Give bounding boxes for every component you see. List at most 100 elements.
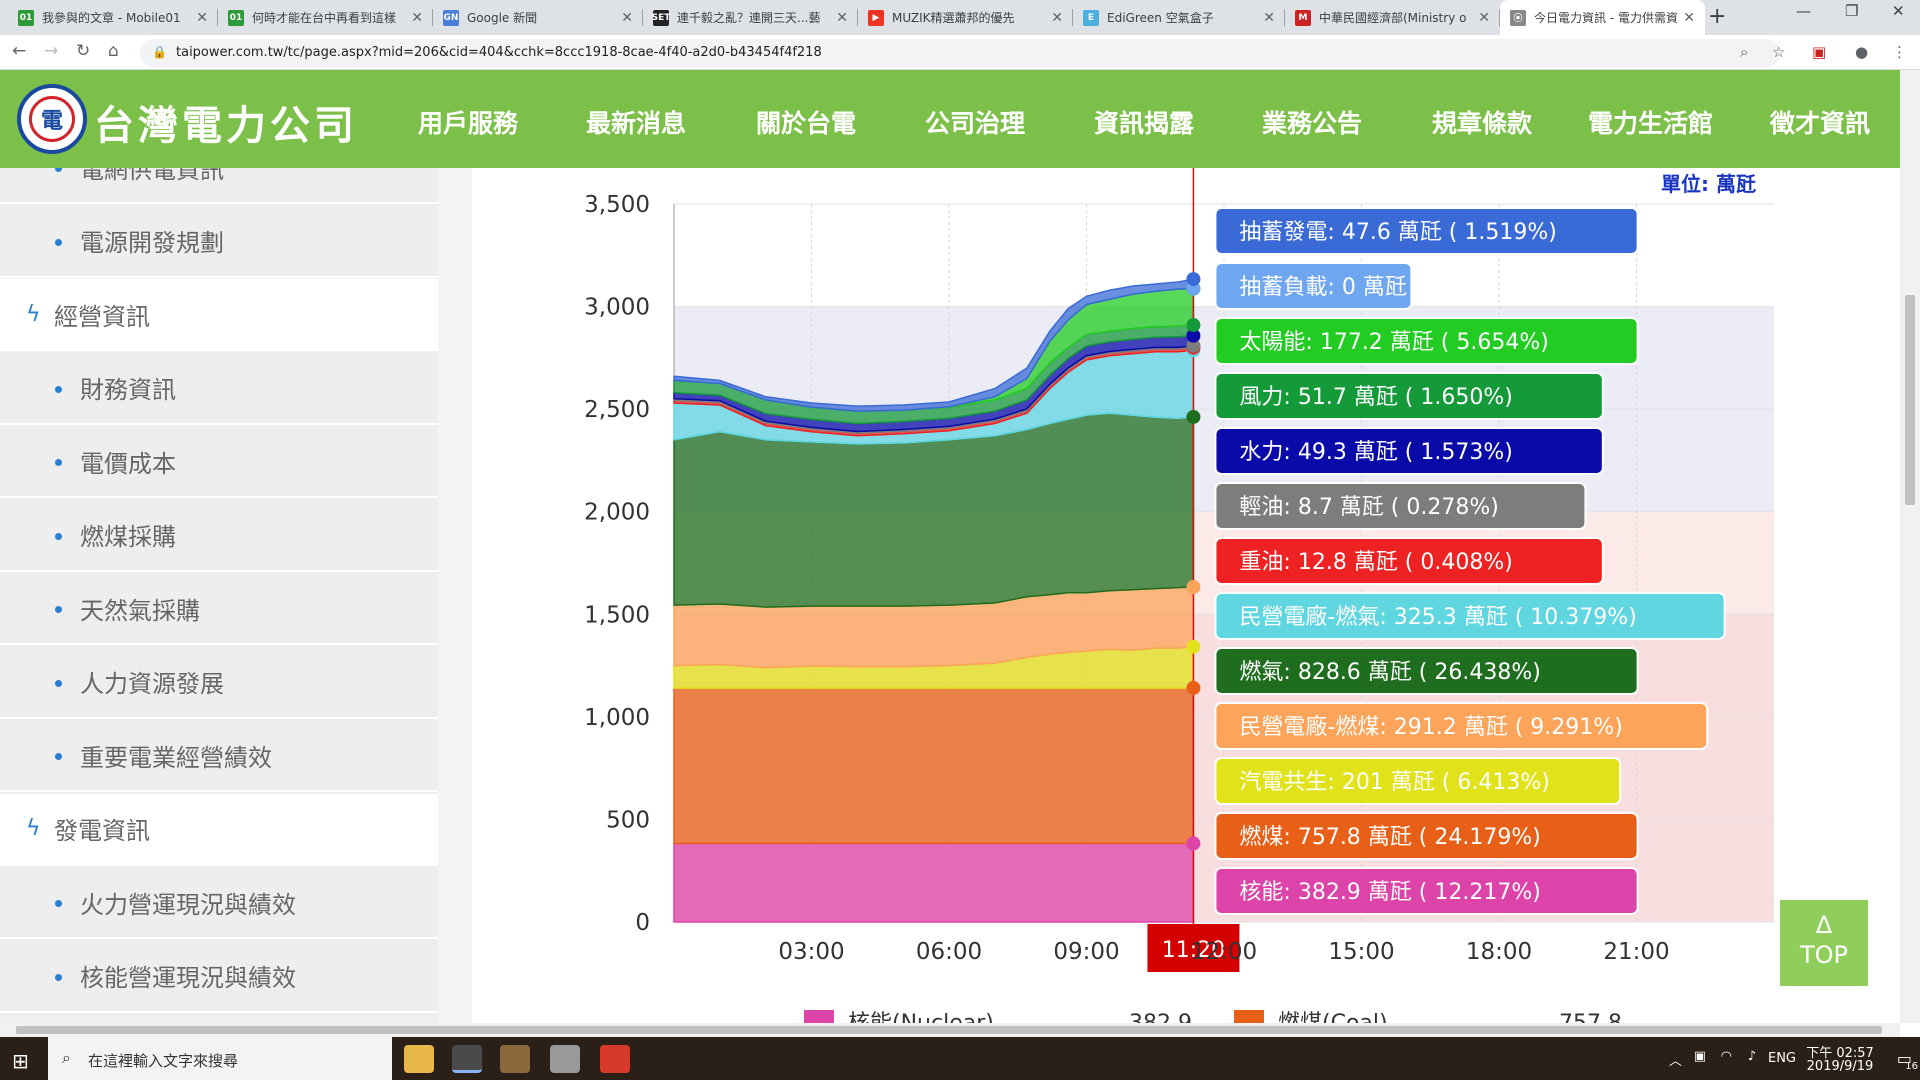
series-tooltip — [1214, 647, 1639, 695]
reload-icon[interactable]: ↻ — [76, 41, 91, 61]
windows-start-icon[interactable]: ⊞ — [12, 1049, 29, 1073]
y-tick-label: 3,500 — [584, 192, 650, 218]
new-tab-icon[interactable]: + — [1708, 4, 1727, 29]
windows-taskbar: ⊞ ⌕ 在這裡輸入文字來搜尋 ︿ ▣ ◠ ♪ ENG 下午 02:57 2019… — [0, 1037, 1920, 1080]
file-explorer-icon[interactable] — [404, 1045, 434, 1073]
tab-close-icon[interactable]: ✕ — [1263, 9, 1275, 26]
browser-tab[interactable]: SET 連千毅之亂？連開三天...藝 ✕ — [643, 0, 858, 35]
sidebar-item[interactable]: 核能營運現況與績效 — [0, 941, 438, 1013]
tab-title: Google 新聞 — [467, 11, 538, 25]
network-icon[interactable]: ◠ — [1720, 1049, 1732, 1064]
cursor-point[interactable] — [1186, 281, 1201, 296]
nav-item[interactable]: 最新消息 — [586, 109, 687, 138]
browser-tab[interactable]: 01 何時才能在台中再看到這樣 ✕ — [218, 0, 433, 35]
sidebar-item[interactable]: 火力營運現況與績效 — [0, 867, 438, 939]
sidebar-item[interactable]: 燃煤採購 — [0, 500, 438, 572]
area-series-4[interactable] — [673, 412, 1195, 608]
cursor-point[interactable] — [1186, 328, 1201, 343]
logo-text[interactable]: 台灣電力公司 — [94, 102, 358, 149]
sidebar-item[interactable]: 人力資源發展 — [0, 647, 438, 719]
sidebar-item-label: 火力營運現況與績效 — [80, 890, 296, 919]
sidebar-section-header[interactable]: ϟ 發電資訊 — [0, 793, 438, 866]
sidebar-section-header[interactable]: ϟ 經營資訊 — [0, 279, 438, 351]
cursor-point[interactable] — [1186, 318, 1201, 333]
back-icon[interactable]: ← — [12, 41, 27, 61]
notification-center-icon[interactable]: ▭ — [1896, 1049, 1912, 1068]
cursor-point[interactable] — [1186, 338, 1201, 353]
tab-close-icon[interactable]: ✕ — [1051, 9, 1063, 26]
url-text[interactable]: taipower.com.tw/tc/page.aspx?mid=206&cid… — [176, 45, 822, 60]
series-tooltip — [1214, 262, 1413, 310]
taskbar-app-3-icon[interactable] — [600, 1045, 630, 1073]
tab-close-icon[interactable]: ✕ — [1683, 9, 1695, 26]
browser-tab[interactable]: ▶ MUZIK精選蕭邦的優先 ✕ — [858, 0, 1073, 35]
nav-item[interactable]: 關於台電 — [756, 109, 857, 138]
nav-item[interactable]: 業務公告 — [1262, 109, 1363, 138]
cursor-point[interactable] — [1186, 639, 1201, 654]
horizontal-scroll-thumb[interactable] — [16, 1026, 1882, 1034]
cursor-point[interactable] — [1186, 409, 1201, 424]
browser-tab[interactable]: 01 我參與的文章 - Mobile01 ✕ — [8, 0, 218, 35]
sidebar-item-label: 財務資訊 — [80, 376, 176, 404]
cursor-point[interactable] — [1186, 580, 1201, 595]
horizontal-scrollbar[interactable] — [0, 1023, 1900, 1037]
series-tooltip — [1214, 207, 1639, 255]
browser-tab[interactable]: E EdiGreen 空氣盒子 ✕ — [1073, 0, 1285, 35]
taskbar-app-icon[interactable] — [500, 1045, 530, 1073]
minimize-window-icon[interactable]: — — [1796, 2, 1811, 20]
lock-icon[interactable]: 🔒 — [152, 45, 167, 59]
tab-close-icon[interactable]: ✕ — [196, 9, 208, 26]
sidebar-item[interactable]: 重要電業經營績效 — [0, 720, 438, 792]
clock-time[interactable]: 下午 02:57 — [1806, 1046, 1874, 1061]
vertical-scrollbar[interactable] — [1900, 70, 1920, 1023]
tab-close-icon[interactable]: ✕ — [621, 9, 633, 26]
close-window-icon[interactable]: ✕ — [1892, 2, 1905, 20]
tab-close-icon[interactable]: ✕ — [1478, 9, 1490, 26]
nav-item[interactable]: 規章條款 — [1432, 109, 1533, 138]
vertical-scroll-thumb[interactable] — [1905, 295, 1915, 505]
browser-tab[interactable]: GN Google 新聞 ✕ — [433, 0, 643, 35]
chrome-icon[interactable] — [452, 1045, 482, 1073]
forward-icon[interactable]: → — [44, 41, 59, 61]
address-bar[interactable]: 🔒 taipower.com.tw/tc/page.aspx?mid=206&c… — [140, 39, 1780, 67]
ime-indicator[interactable]: ENG — [1767, 1051, 1796, 1066]
area-series-0[interactable] — [673, 842, 1195, 923]
tab-close-icon[interactable]: ✕ — [411, 9, 423, 26]
site-header: 電 台灣電力公司 用戶服務 最新消息 關於台電 公司治理 資訊揭露 業務公告 規章條款 電力生… — [0, 70, 1900, 168]
restore-window-icon[interactable]: ❐ — [1845, 2, 1859, 20]
nav-item[interactable]: 用戶服務 — [418, 109, 519, 138]
bookmark-star-icon[interactable]: ☆ — [1772, 43, 1786, 61]
nav-item[interactable]: 徵才資訊 — [1770, 109, 1871, 138]
sidebar-item[interactable]: 電源開發規劃 — [0, 206, 438, 278]
extension-icon[interactable]: ▣ — [1812, 43, 1827, 61]
cursor-point[interactable] — [1186, 680, 1201, 695]
taskbar-search-box[interactable]: ⌕ 在這裡輸入文字來搜尋 — [48, 1037, 392, 1080]
clock-date[interactable]: 2019/9/19 — [1806, 1059, 1874, 1074]
browser-tab[interactable]: ⦿ 今日電力資訊 - 電力供需資 ✕ — [1500, 0, 1705, 35]
sidebar-item[interactable]: 天然氣採購 — [0, 573, 438, 645]
chart-svg[interactable]: 0 500 1,000 1,500 2,000 2,500 3,000 3,500 11:20 0… — [472, 168, 1900, 1023]
tab-favicon-icon: M — [1295, 9, 1311, 26]
back-to-top-button[interactable]: Δ TOP — [1780, 900, 1868, 986]
nav-item[interactable]: 公司治理 — [925, 109, 1026, 138]
nav-item[interactable]: 資訊揭露 — [1094, 109, 1195, 138]
tab-close-icon[interactable]: ✕ — [836, 9, 848, 26]
taipower-logo-icon[interactable]: 電 — [17, 84, 87, 154]
sidebar-item[interactable]: 電網供電資訊 — [0, 168, 438, 204]
profile-avatar-icon[interactable]: ● — [1855, 43, 1869, 61]
sidebar-item[interactable]: 財務資訊 — [0, 353, 438, 425]
taskbar-app-2-icon[interactable] — [550, 1045, 580, 1073]
security-icon[interactable]: ▣ — [1693, 1049, 1706, 1064]
browser-tab[interactable]: M 中華民國經濟部(Ministry o ✕ — [1285, 0, 1500, 35]
tab-title: 連千毅之亂？連開三天...藝 — [677, 11, 821, 25]
cursor-point[interactable] — [1186, 836, 1201, 851]
browser-menu-icon[interactable]: ⋮ — [1892, 43, 1907, 61]
tray-chevron-icon[interactable]: ︿ — [1668, 1054, 1682, 1069]
nav-item[interactable]: 電力生活館 — [1588, 109, 1714, 138]
zoom-icon[interactable]: ⌕ — [1740, 43, 1749, 61]
area-series-1[interactable] — [673, 687, 1195, 845]
home-icon[interactable]: ⌂ — [108, 41, 119, 61]
volume-icon[interactable]: ♪ — [1747, 1049, 1756, 1064]
sidebar-item[interactable]: 電價成本 — [0, 426, 438, 498]
cursor-point[interactable] — [1186, 272, 1201, 287]
